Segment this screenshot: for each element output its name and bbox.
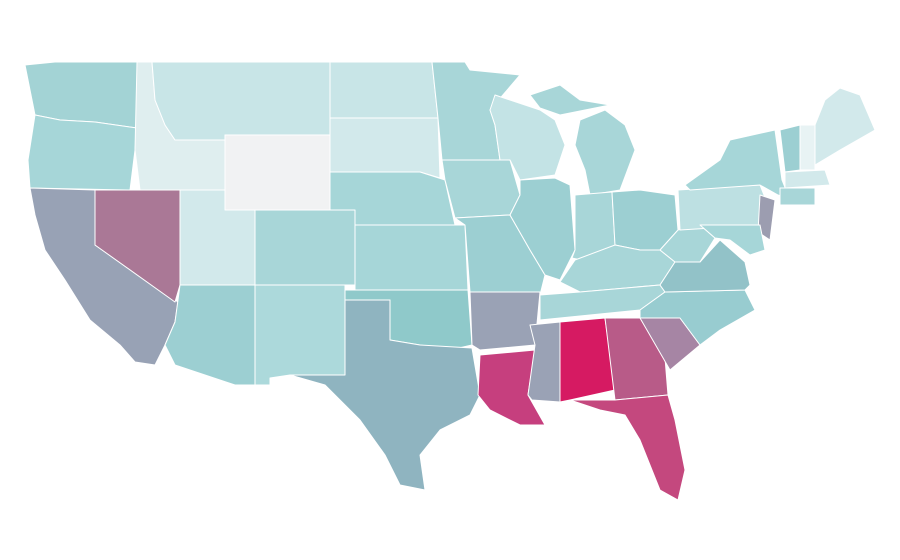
state: [469, 291, 541, 351]
state: [677, 184, 771, 231]
state: [151, 61, 331, 141]
state: [814, 87, 876, 166]
state: [699, 224, 766, 256]
state: [27, 114, 138, 191]
state: [779, 187, 816, 206]
state: [757, 194, 776, 241]
state: [779, 124, 801, 173]
state: [224, 134, 331, 211]
state: [354, 224, 469, 291]
state: [559, 317, 616, 403]
state: [254, 284, 346, 386]
state: [329, 117, 441, 179]
state: [509, 177, 576, 281]
state: [164, 284, 256, 386]
state: [784, 169, 831, 189]
state: [289, 299, 481, 491]
state: [441, 159, 521, 219]
state: [254, 209, 356, 286]
state: [799, 124, 816, 171]
state: [569, 394, 686, 501]
state: [329, 61, 439, 119]
state: [527, 321, 561, 403]
state: [529, 84, 636, 196]
